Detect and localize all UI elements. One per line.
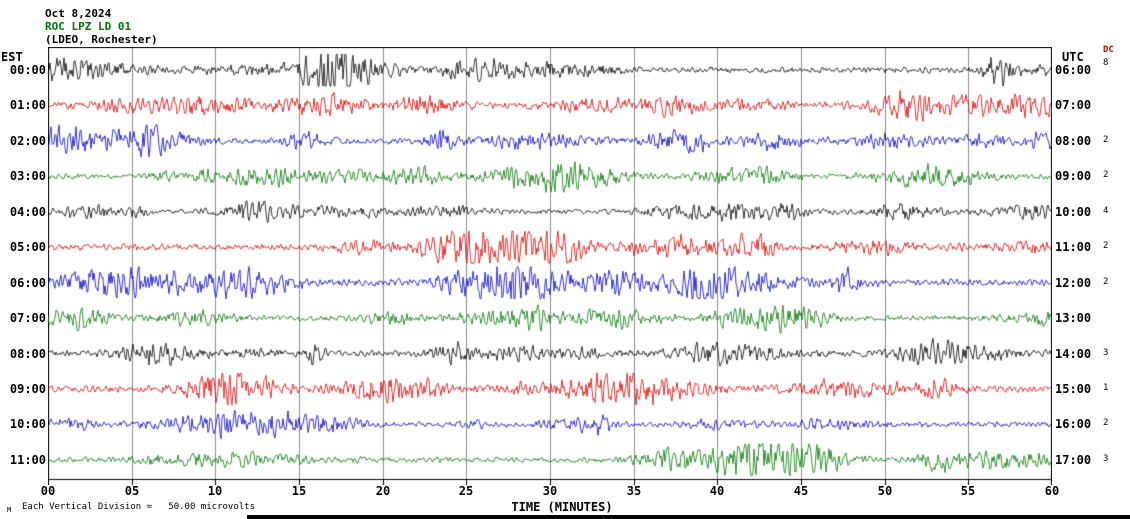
x-tick-label: 15 — [291, 484, 307, 498]
utc-hour-label: 15:00 — [1055, 382, 1092, 396]
utc-hour-label: 14:00 — [1055, 347, 1092, 361]
est-hour-label: 04:00 — [9, 205, 46, 219]
x-tick-label: 40 — [709, 484, 725, 498]
x-tick-label: 05 — [124, 484, 140, 498]
row-amplitude-value: 4 — [1103, 206, 1109, 216]
utc-hour-label: 12:00 — [1055, 276, 1092, 290]
right-timezone-label: UTC — [1062, 50, 1084, 64]
title-date: Oct 8,2024 — [45, 7, 112, 20]
row-amplitude-value: 1 — [1103, 383, 1109, 393]
utc-hour-label: 07:00 — [1055, 98, 1092, 112]
est-hour-label: 09:00 — [9, 382, 46, 396]
est-hour-label: 00:00 — [9, 63, 46, 77]
seismogram-plot — [48, 47, 1052, 485]
bottom-separator-bar — [247, 515, 1130, 519]
est-hour-label: 10:00 — [9, 417, 46, 431]
footer-mark: M — [7, 506, 12, 514]
x-tick-label: 45 — [793, 484, 809, 498]
utc-hour-label: 16:00 — [1055, 417, 1092, 431]
row-amplitude-value: 2 — [1103, 241, 1109, 251]
dc-column-label: DC — [1103, 45, 1114, 55]
x-tick-label: 00 — [40, 484, 56, 498]
x-tick-label: 35 — [626, 484, 642, 498]
x-tick-label: 10 — [207, 484, 223, 498]
row-amplitude-value: 2 — [1103, 135, 1109, 145]
utc-hour-label: 11:00 — [1055, 240, 1092, 254]
scale-note: Each Vertical Division = 50.00 microvolt… — [22, 502, 255, 512]
est-hour-label: 03:00 — [9, 169, 46, 183]
utc-hour-label: 10:00 — [1055, 205, 1092, 219]
utc-hour-label: 17:00 — [1055, 453, 1092, 467]
row-amplitude-value: 2 — [1103, 418, 1109, 428]
row-amplitude-value: 2 — [1103, 170, 1109, 180]
row-amplitude-value: 2 — [1103, 277, 1109, 287]
est-hour-label: 11:00 — [9, 453, 46, 467]
x-tick-label: 20 — [375, 484, 391, 498]
est-hour-label: 05:00 — [9, 240, 46, 254]
est-hour-label: 06:00 — [9, 276, 46, 290]
row-amplitude-value: 3 — [1103, 454, 1109, 464]
est-hour-label: 01:00 — [9, 98, 46, 112]
est-hour-label: 02:00 — [9, 134, 46, 148]
x-tick-label: 25 — [458, 484, 474, 498]
est-hour-label: 08:00 — [9, 347, 46, 361]
utc-hour-label: 06:00 — [1055, 63, 1092, 77]
x-tick-label: 50 — [877, 484, 893, 498]
x-axis-title: TIME (MINUTES) — [511, 500, 613, 514]
row-amplitude-value: 3 — [1103, 348, 1109, 358]
row-amplitude-value: 8 — [1103, 58, 1109, 68]
utc-hour-label: 09:00 — [1055, 169, 1092, 183]
x-tick-label: 60 — [1044, 484, 1060, 498]
x-tick-label: 55 — [960, 484, 976, 498]
left-timezone-label: EST — [1, 50, 23, 64]
utc-hour-label: 08:00 — [1055, 134, 1092, 148]
title-location: (LDEO, Rochester) — [45, 33, 158, 46]
x-tick-label: 30 — [542, 484, 558, 498]
title-station: ROC LPZ LD 01 — [45, 20, 132, 33]
utc-hour-label: 13:00 — [1055, 311, 1092, 325]
est-hour-label: 07:00 — [9, 311, 46, 325]
